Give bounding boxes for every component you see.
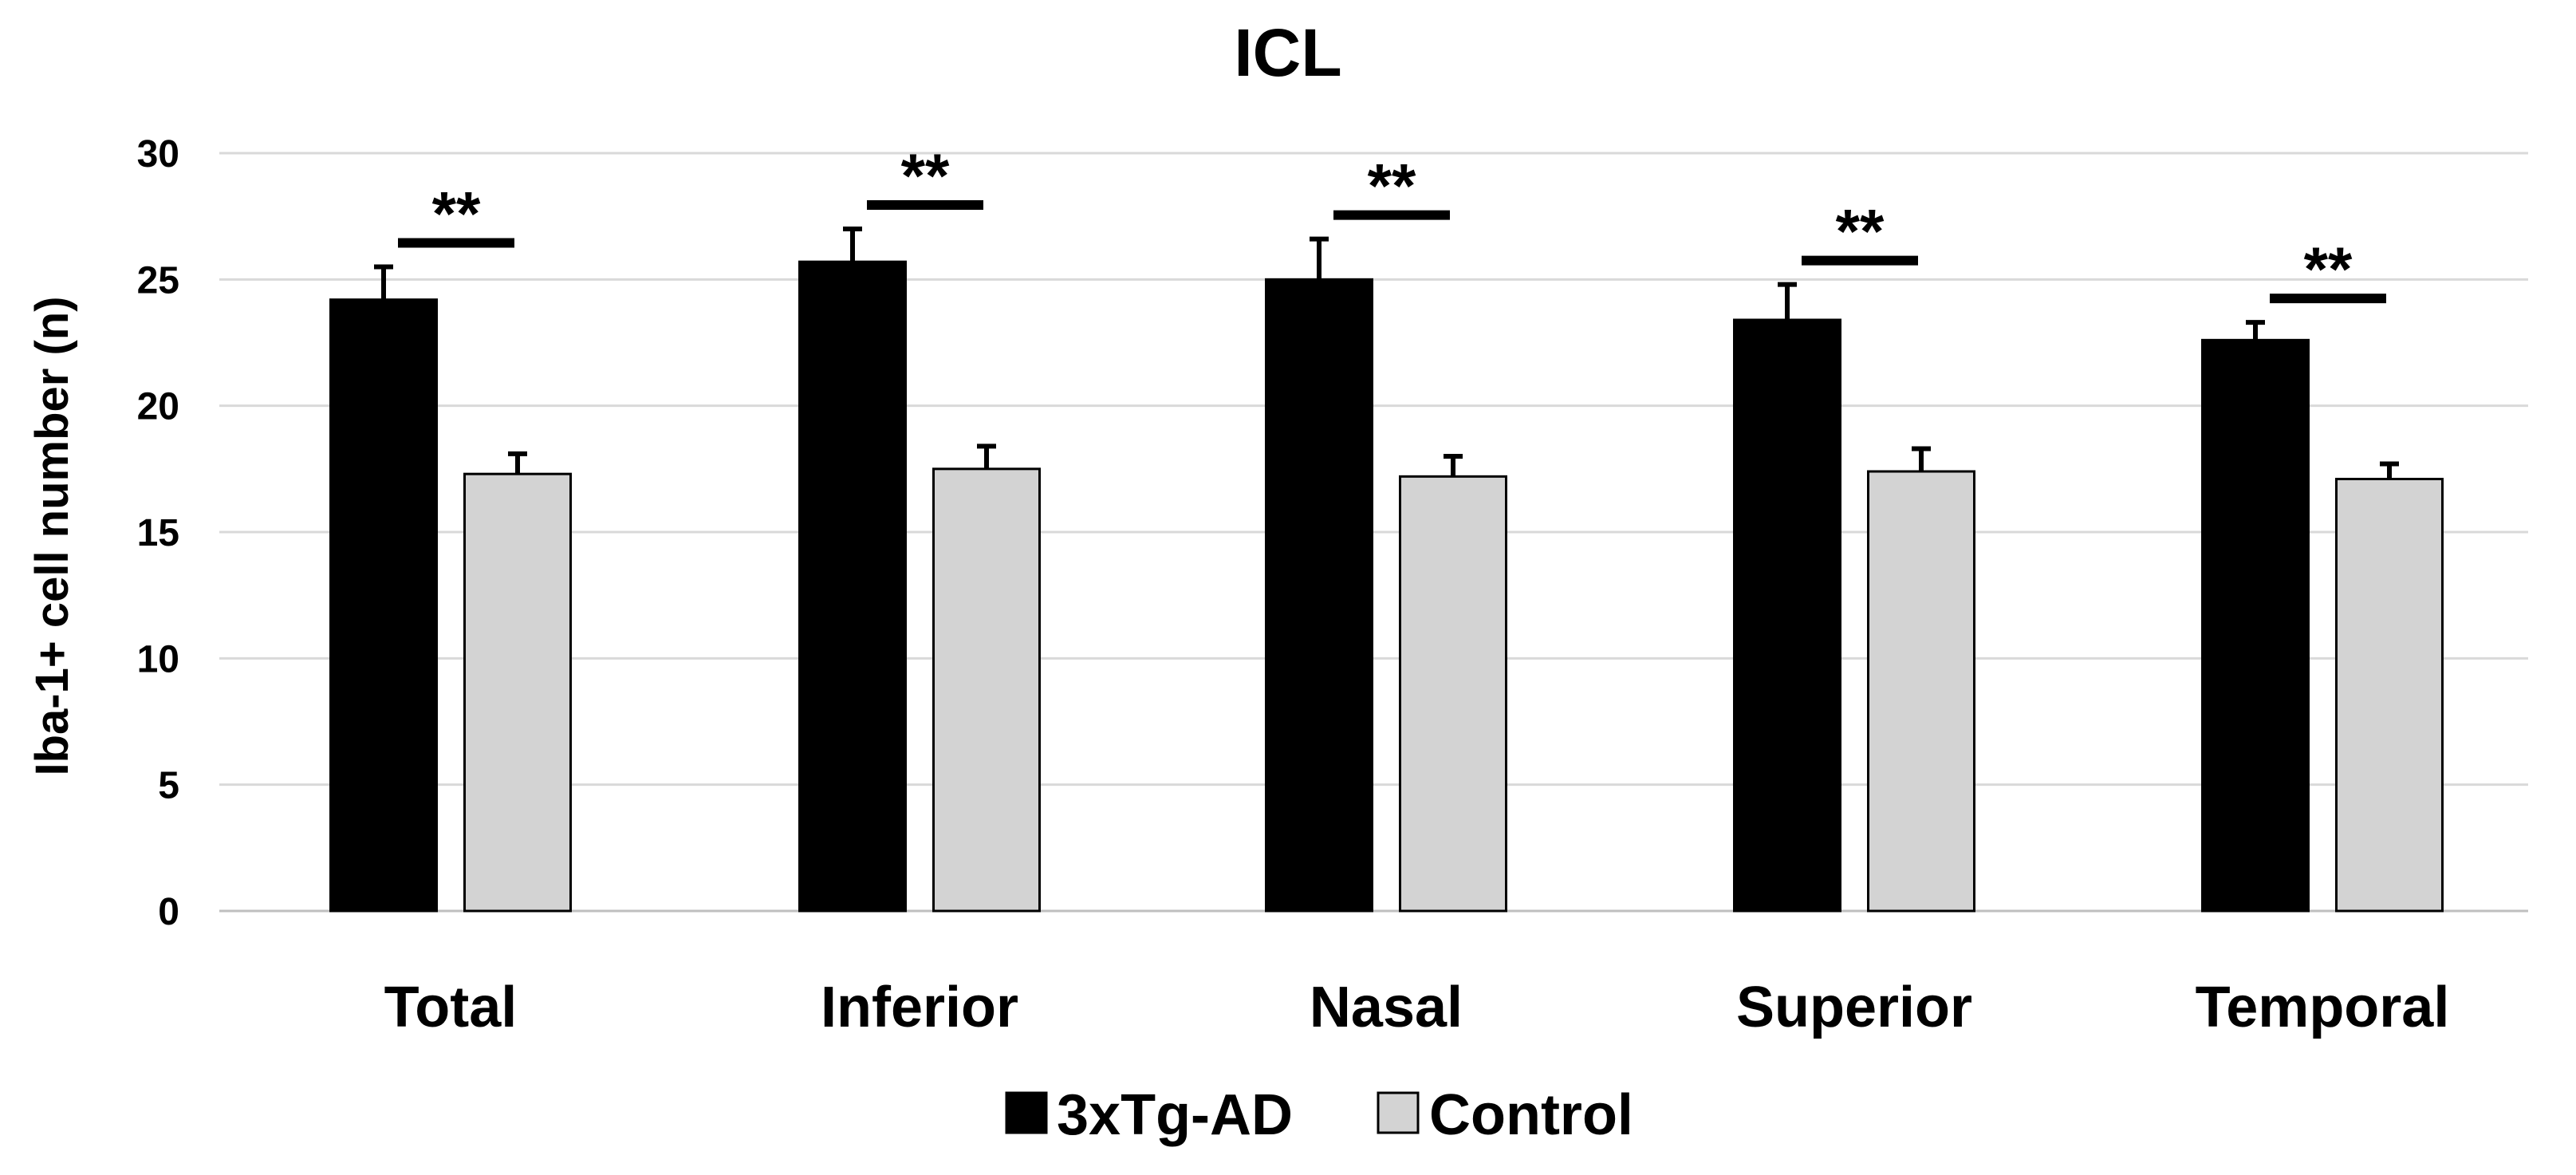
legend-swatch [1377, 1091, 1420, 1134]
y-tick-label: 5 [158, 765, 179, 807]
legend-label: Control [1429, 1083, 1633, 1147]
legend-swatch [1005, 1091, 1048, 1134]
bar-control-nasal [1399, 475, 1507, 913]
x-tick-label: Superior [1736, 976, 1972, 1039]
y-tick-label: 10 [137, 638, 179, 680]
significance-label: ** [901, 140, 950, 211]
significance-markers: ** ** ** ** ** [398, 140, 2386, 304]
x-tick-label: Nasal [1310, 976, 1463, 1039]
y-tick-label: 20 [137, 386, 179, 428]
bar-3xtg-ad-temporal [2201, 338, 2310, 913]
y-tick-label: 25 [137, 259, 179, 302]
x-tick-label: Inferior [821, 976, 1018, 1039]
y-tick-label: 0 [158, 891, 179, 933]
y-tick-label: 15 [137, 512, 179, 554]
x-tick-label: Temporal [2196, 976, 2450, 1039]
significance-label: ** [432, 179, 481, 249]
x-tick-label: Total [384, 976, 518, 1039]
significance-label: ** [1368, 151, 1416, 221]
legend-label: 3xTg-AD [1057, 1083, 1293, 1147]
bar-control-superior [1867, 470, 1975, 913]
bar-3xtg-ad-nasal [1265, 278, 1373, 913]
bar-control-inferior [932, 467, 1041, 913]
chart-title: ICL [1234, 15, 1341, 90]
bar-control-total [463, 472, 572, 913]
y-tick-label: 30 [137, 133, 179, 175]
significance-label: ** [2304, 234, 2353, 304]
y-axis-label: Iba-1+ cell number (n) [26, 296, 78, 775]
legend: 3xTg-AD Control [1005, 1083, 1633, 1147]
bar-3xtg-ad-superior [1733, 318, 1841, 913]
gridlines [219, 152, 2528, 913]
y-axis-ticks: 0 5 10 15 20 25 30 [137, 133, 179, 933]
x-axis-ticks: Total Inferior Nasal Superior Temporal [384, 976, 2450, 1039]
significance-label: ** [1836, 196, 1885, 266]
bar-3xtg-ad-total [329, 298, 438, 913]
bar-control-temporal [2335, 478, 2444, 913]
bars [329, 227, 2444, 913]
bar-3xtg-ad-inferior [798, 260, 907, 913]
